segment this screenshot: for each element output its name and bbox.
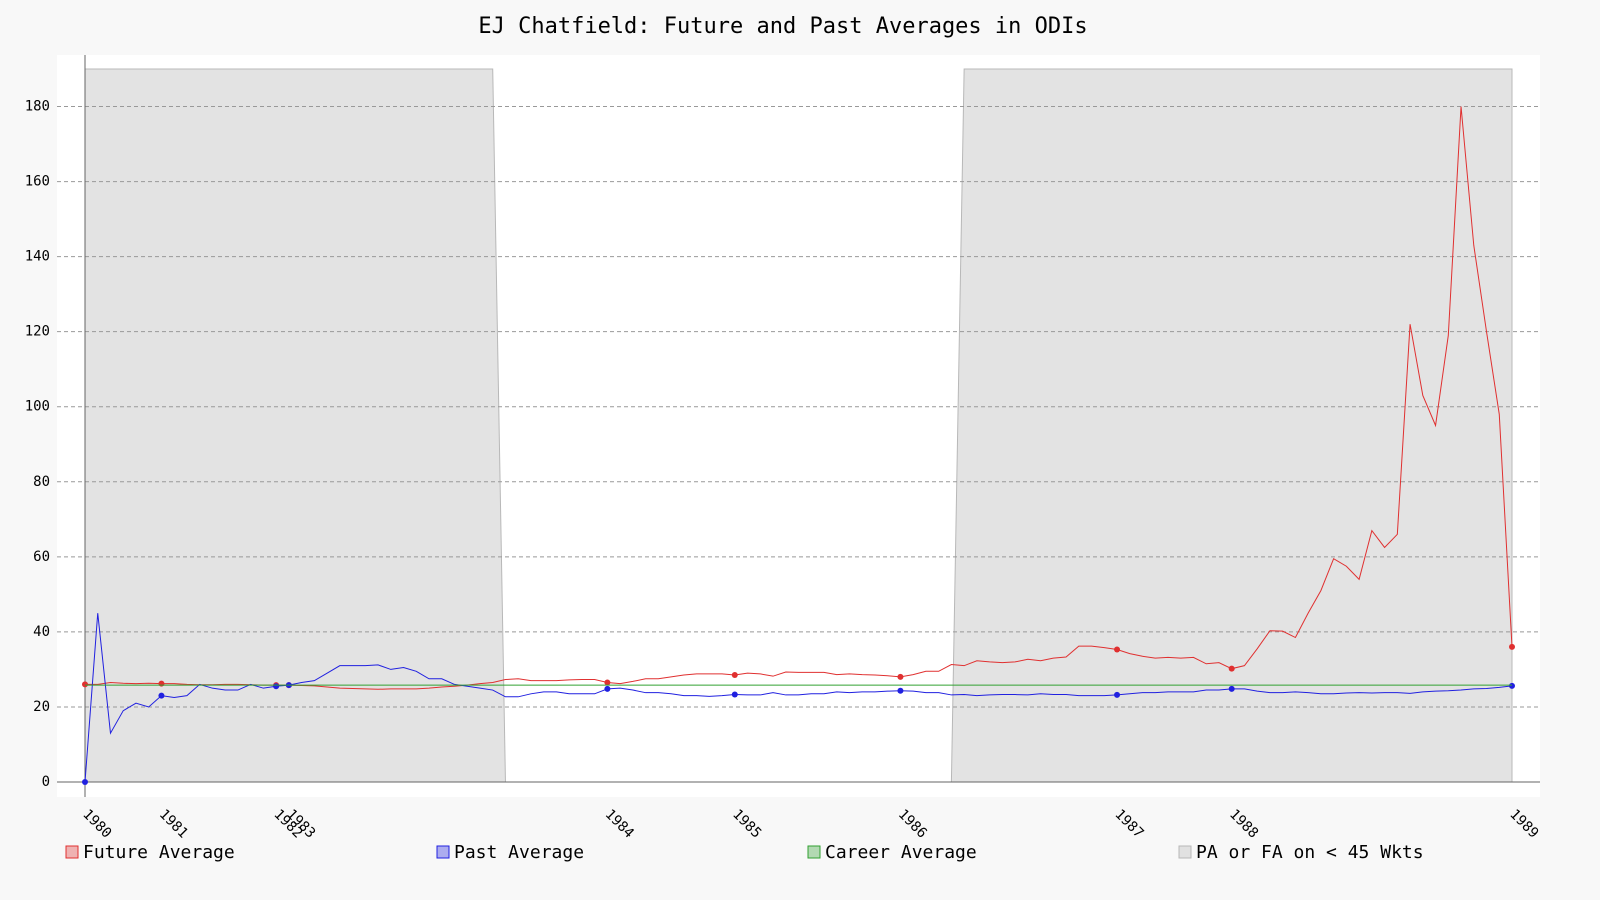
x-tick-label: 1988 — [1226, 806, 1261, 841]
y-tick-label: 80 — [33, 474, 50, 490]
x-tick-label: 1985 — [729, 806, 764, 841]
y-tick-label: 160 — [25, 174, 50, 190]
y-tick-label: 40 — [33, 624, 50, 640]
data-point — [158, 692, 165, 699]
data-point — [897, 687, 904, 694]
legend-swatch — [436, 845, 450, 859]
x-tick-label: 1981 — [156, 806, 191, 841]
data-point — [1114, 646, 1121, 653]
data-point — [604, 685, 611, 692]
x-tick-label: 1984 — [602, 806, 637, 841]
legend-swatch — [807, 845, 821, 859]
data-point — [82, 681, 88, 688]
data-point — [1228, 685, 1235, 692]
series-line — [84, 613, 1513, 783]
legend-swatch — [1178, 845, 1192, 859]
legend-label: Career Average — [825, 842, 977, 863]
y-tick-label: 0 — [42, 774, 50, 790]
data-point — [1509, 682, 1515, 689]
data-point — [273, 683, 280, 690]
y-tick-label: 60 — [33, 549, 50, 565]
data-point — [731, 691, 738, 698]
y-tick-label: 20 — [33, 699, 50, 715]
x-tick-label: 1989 — [1506, 806, 1541, 841]
x-tick-label: 1980 — [79, 806, 114, 841]
data-point — [1228, 665, 1235, 672]
legend-swatch — [65, 845, 79, 859]
data-point — [731, 672, 738, 679]
data-point — [82, 778, 88, 785]
legend-label: PA or FA on < 45 Wkts — [1196, 842, 1424, 863]
chart-title: EJ Chatfield: Future and Past Averages i… — [478, 14, 1087, 39]
x-tick-label: 1987 — [1111, 806, 1146, 841]
legend-label: Past Average — [454, 842, 584, 863]
y-tick-label: 120 — [25, 324, 50, 340]
y-tick-label: 100 — [25, 399, 50, 415]
y-tick-label: 180 — [25, 99, 50, 115]
data-point — [604, 679, 611, 686]
data-point — [1114, 691, 1121, 698]
series-line — [85, 106, 1513, 690]
data-point — [897, 673, 904, 680]
data-point — [158, 680, 165, 687]
legend-label: Future Average — [83, 842, 235, 863]
x-tick-label: 1986 — [895, 806, 930, 841]
data-point — [1509, 643, 1515, 650]
y-tick-label: 140 — [25, 249, 50, 265]
